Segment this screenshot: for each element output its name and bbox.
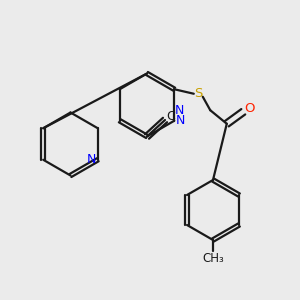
- Text: O: O: [244, 102, 255, 115]
- Text: N: N: [86, 153, 96, 166]
- Text: N: N: [175, 104, 184, 118]
- Text: N: N: [176, 114, 186, 127]
- Text: CH₃: CH₃: [202, 251, 224, 265]
- Text: C: C: [167, 110, 176, 123]
- Text: S: S: [194, 87, 202, 100]
